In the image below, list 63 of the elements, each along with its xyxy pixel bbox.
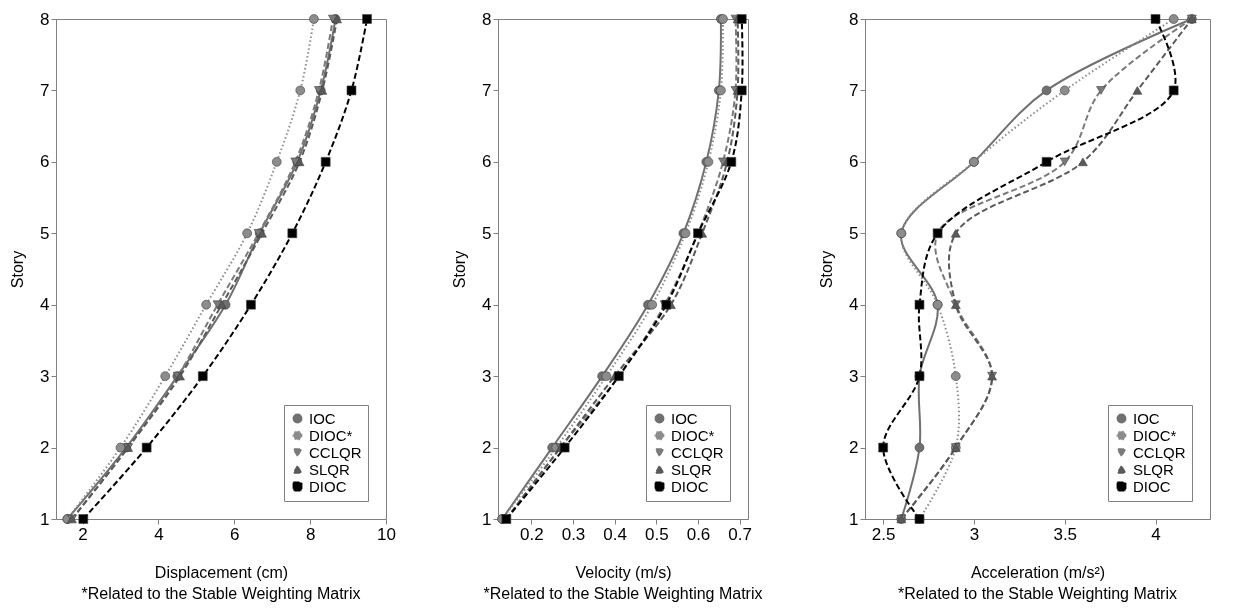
legend-label: DIOC <box>1133 477 1171 495</box>
legend-label: SLQR <box>1133 460 1175 478</box>
y-tick-label: 1 <box>482 509 492 529</box>
legend-label: SLQR <box>309 460 351 478</box>
y-tick-label: 5 <box>40 223 50 243</box>
legend-label: DIOC* <box>1133 426 1177 444</box>
y-tick-label: 8 <box>482 9 492 29</box>
y-tick-label: 2 <box>482 438 492 458</box>
x-tick-label: 3 <box>969 524 980 544</box>
x-tick-label: 4 <box>154 524 164 544</box>
y-tick-label: 6 <box>482 152 492 172</box>
y-tick-label: 3 <box>849 366 859 386</box>
y-axis-title: Story <box>451 250 469 289</box>
legend-label: DIOC* <box>309 426 353 444</box>
y-tick-label: 8 <box>849 9 859 29</box>
x-tick-label: 8 <box>305 524 316 544</box>
y-tick-label: 2 <box>40 438 50 458</box>
x-tick-label: 2.5 <box>871 524 896 544</box>
legend-label: SLQR <box>671 460 713 478</box>
y-tick-label: 6 <box>40 152 50 172</box>
x-tick-label: 3.5 <box>1053 524 1078 544</box>
text: *Related to the Stable Weighting Matrix <box>81 585 361 602</box>
x-tick-label: 2 <box>78 524 88 544</box>
y-tick-label: 2 <box>849 438 859 458</box>
x-tick-label: 4 <box>1151 524 1161 544</box>
y-tick-label: 7 <box>482 80 492 100</box>
legend-label: IOC <box>309 409 336 427</box>
x-tick-label: 0.2 <box>520 524 544 544</box>
x-tick-label: 10 <box>377 524 396 544</box>
legend-label: CCLQR <box>1133 443 1186 461</box>
x-tick-label: 0.4 <box>603 524 627 544</box>
y-tick-label: 1 <box>40 509 50 529</box>
x-tick-label: 0.5 <box>645 524 669 544</box>
x-axis-title: Velocity (m/s) <box>575 563 672 581</box>
text: *Related to the Stable Weighting Matrix <box>483 585 763 602</box>
y-tick-label: 4 <box>849 295 859 315</box>
x-tick-label: 0.7 <box>728 524 752 544</box>
legend-label: DIOC <box>671 477 709 495</box>
y-axis-title: Story <box>9 250 27 289</box>
x-tick-label: 0.3 <box>561 524 586 544</box>
y-axis-title: Story <box>818 250 836 289</box>
x-tick-label: 0.6 <box>686 524 711 544</box>
y-tick-label: 8 <box>40 9 50 29</box>
y-tick-label: 5 <box>482 223 492 243</box>
legend-label: CCLQR <box>671 443 724 461</box>
legend-label: IOC <box>1133 409 1160 427</box>
text: *Related to the Stable Weighting Matrix <box>898 585 1177 602</box>
y-tick-label: 4 <box>40 295 50 315</box>
y-tick-label: 7 <box>40 80 50 100</box>
x-axis-title: Acceleration (m/s²) <box>970 563 1106 581</box>
legend-label: DIOC <box>309 477 347 495</box>
y-tick-label: 6 <box>849 152 859 172</box>
y-tick-label: 4 <box>482 295 492 315</box>
y-tick-label: 3 <box>482 366 492 386</box>
legend-label: IOC <box>671 409 698 427</box>
y-tick-label: 3 <box>40 366 50 386</box>
x-axis-title: Displacement (cm) <box>154 563 289 581</box>
y-tick-label: 7 <box>849 80 859 100</box>
y-tick-label: 5 <box>849 223 859 243</box>
legend-label: DIOC* <box>671 426 715 444</box>
y-tick-label: 1 <box>849 509 859 529</box>
legend-label: CCLQR <box>309 443 362 461</box>
x-tick-label: 6 <box>230 524 240 544</box>
